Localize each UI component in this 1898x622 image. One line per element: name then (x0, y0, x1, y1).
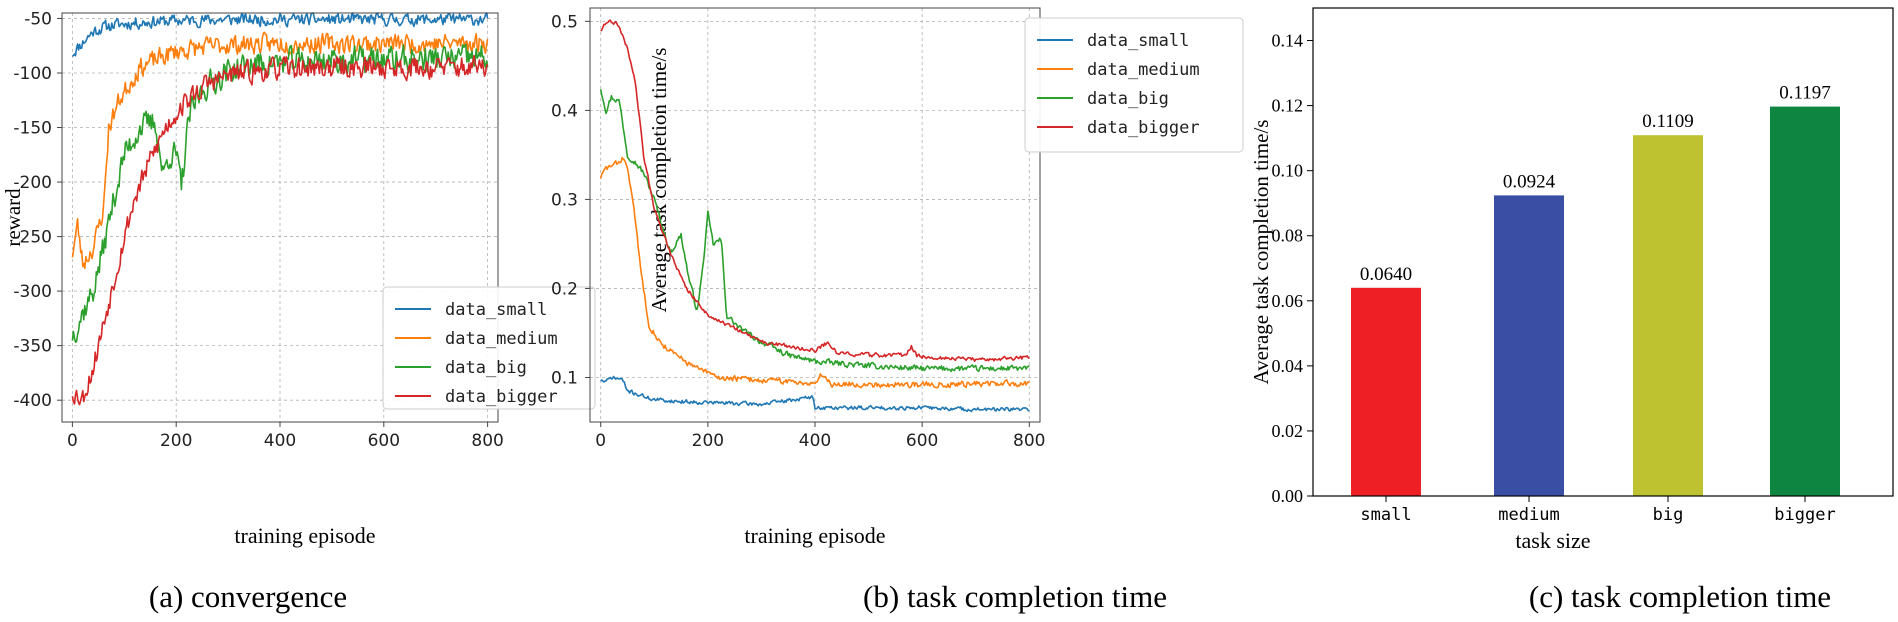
series-line-data_big (71, 43, 489, 343)
y-tick-label-c: 0.12 (1272, 96, 1304, 116)
x-axis-label-c: task size (1515, 528, 1590, 553)
legend-label-data_medium: data_medium (445, 329, 558, 349)
bar-bigger (1770, 106, 1840, 497)
bar-value-label-medium: 0.0924 (1503, 171, 1556, 192)
y-tick-label-a: -200 (13, 173, 52, 193)
y-tick-label-a: -300 (13, 282, 52, 302)
y-tick-label-c: 0.06 (1272, 291, 1304, 311)
y-tick-label-c: 0.14 (1272, 31, 1304, 51)
x-axis-label-a: training episode (234, 523, 375, 548)
y-axis-label-a: reward (1, 188, 25, 247)
y-tick-label-a: -150 (13, 119, 52, 139)
y-tick-label-c: 0.02 (1272, 421, 1304, 441)
legend-label-data_big: data_big (445, 358, 527, 378)
y-tick-label-a: -100 (13, 64, 52, 84)
bar-value-label-small: 0.0640 (1360, 264, 1412, 285)
y-tick-label-b: 0.5 (551, 12, 578, 32)
completion-time-line-chart: Average task completion time/s training … (551, 7, 1244, 548)
plot-frame-c (1312, 7, 1894, 497)
category-label-bigger: bigger (1774, 505, 1835, 525)
legend-label-data_small: data_small (1087, 31, 1189, 51)
x-axis-label-b: training episode (744, 523, 885, 548)
y-tick-label-c: 0.08 (1272, 226, 1304, 246)
category-label-small: small (1360, 505, 1411, 525)
y-tick-label-a: -400 (13, 391, 52, 411)
series-line-data_small (600, 375, 1030, 413)
y-tick-label-c: 0.10 (1272, 161, 1304, 181)
x-tick-label-b: 0 (595, 431, 606, 451)
y-tick-label-c: 0.00 (1272, 486, 1304, 506)
category-label-big: big (1653, 505, 1684, 525)
bar-small (1351, 287, 1421, 496)
y-axis-label-b: Average task completion time/s (647, 48, 671, 313)
caption-a: (a) convergence (149, 579, 347, 614)
legend-b: data_small data_medium data_big data_bigger (1024, 17, 1244, 153)
x-tick-label-a: 400 (264, 431, 296, 451)
y-tick-label-b: 0.4 (551, 101, 578, 121)
y-axis-label-c: Average task completion time/s (1249, 120, 1273, 385)
series-line-data_bigger (71, 54, 489, 406)
caption-c: (c) task completion time (1529, 579, 1831, 614)
bar-medium (1494, 195, 1564, 496)
x-tick-label-b: 200 (692, 431, 724, 451)
x-tick-label-b: 400 (799, 431, 831, 451)
legend-label-data_small: data_small (445, 300, 547, 320)
caption-b: (b) task completion time (863, 579, 1167, 614)
y-tick-label-a: -250 (13, 228, 52, 248)
x-tick-label-b: 800 (1013, 431, 1045, 451)
legend-label-data_bigger: data_bigger (445, 387, 558, 407)
legend-label-data_bigger: data_bigger (1087, 118, 1200, 138)
legend-label-data_medium: data_medium (1087, 60, 1200, 80)
series-line-data_medium (599, 156, 1030, 389)
completion-time-bar-chart: Average task completion time/s task size… (1249, 7, 1894, 553)
bar-value-label-bigger: 0.1197 (1779, 83, 1831, 104)
x-tick-label-a: 600 (368, 431, 400, 451)
y-tick-label-b: 0.3 (551, 190, 578, 210)
x-tick-label-a: 0 (67, 431, 78, 451)
legend-label-data_big: data_big (1087, 89, 1169, 109)
legend-box-b (1024, 17, 1244, 153)
x-tick-label-b: 600 (906, 431, 938, 451)
y-tick-label-b: 0.2 (551, 279, 578, 299)
category-label-medium: medium (1498, 505, 1559, 525)
series-line-data_small (72, 12, 489, 57)
y-tick-label-b: 0.1 (551, 368, 578, 388)
series-line-data_medium (71, 31, 489, 270)
bar-value-label-big: 0.1109 (1642, 111, 1694, 132)
reward-convergence-chart: reward training episode 0 200 400 600 800 -50… (1, 9, 596, 548)
series-line-data_bigger (600, 19, 1030, 362)
y-tick-label-a: -350 (13, 337, 52, 357)
legend-a: data_small data_medium data_big data_bigger (382, 286, 596, 410)
legend-box-a (382, 286, 596, 410)
y-tick-label-c: 0.04 (1272, 356, 1304, 376)
x-tick-label-a: 800 (471, 431, 503, 451)
series-line-data_big (599, 89, 1030, 373)
x-tick-label-a: 200 (160, 431, 192, 451)
bar-big (1633, 135, 1703, 497)
y-tick-label-a: -50 (24, 9, 52, 29)
